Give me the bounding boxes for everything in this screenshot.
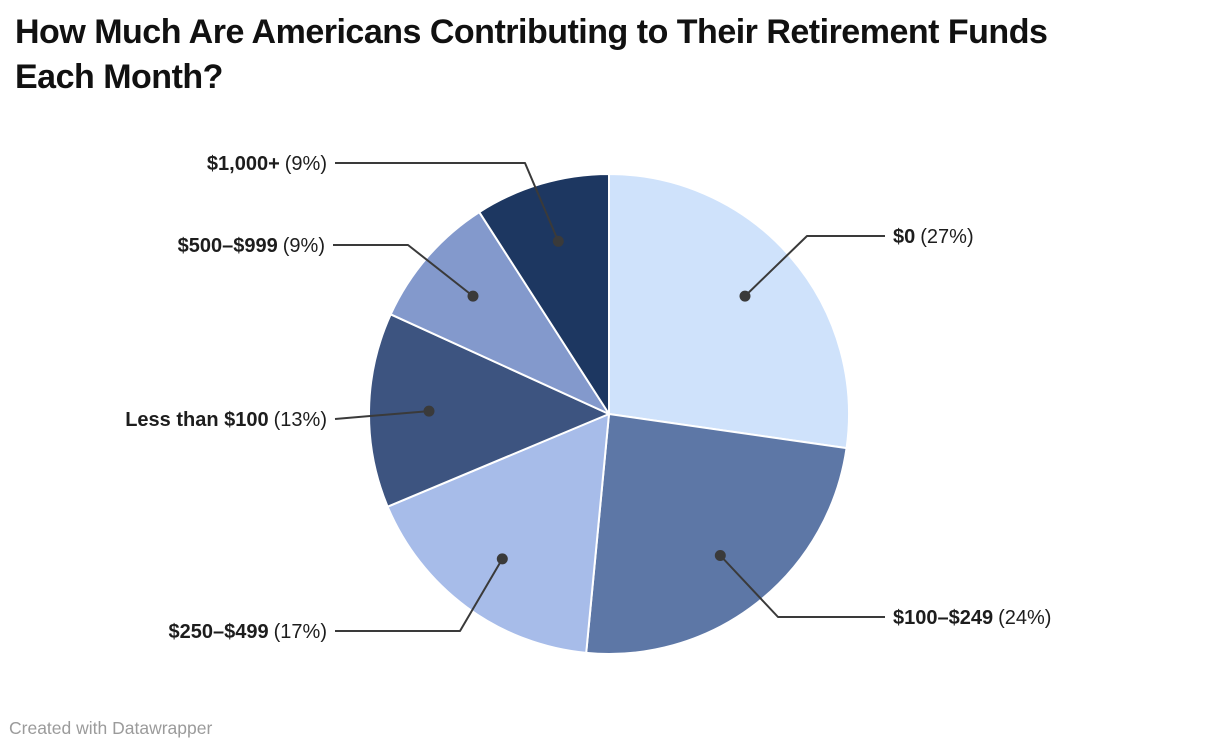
pie-slice-4 [389, 211, 610, 415]
leader-dot-0 [739, 290, 751, 302]
slice-label-text: $1,000+ [207, 153, 280, 175]
leader-dot-2 [496, 553, 508, 565]
pie-slice-3 [368, 313, 610, 508]
slice-label-text: $100–$249 [893, 607, 993, 629]
footer-credit-link[interactable]: Created with Datawrapper [9, 718, 213, 738]
slice-label-pct: (13%) [274, 409, 327, 431]
pie-slice-5 [478, 173, 610, 415]
slice-label-text: $500–$999 [178, 235, 278, 257]
leader-line-4 [333, 244, 474, 297]
leader-line-0 [744, 235, 885, 297]
pie-slice-0 [608, 173, 850, 450]
leader-line-3 [334, 410, 430, 420]
slice-label-0: $0 (27%) [893, 226, 974, 248]
leader-dot-3 [423, 405, 435, 417]
leader-line-2 [335, 558, 504, 632]
slice-label-4: $500–$999 (9%) [178, 235, 325, 257]
slice-label-2: $250–$499 (17%) [169, 621, 327, 643]
chart-title: How Much Are Americans Contributing to T… [15, 13, 1048, 96]
slice-label-3: Less than $100 (13%) [125, 409, 327, 431]
slice-label-pct: (24%) [998, 607, 1051, 629]
slice-label-5: $1,000+ (9%) [207, 153, 327, 175]
leader-dot-1 [714, 550, 726, 561]
slice-label-1: $100–$249 (24%) [893, 607, 1051, 629]
slice-label-pct: (9%) [285, 153, 327, 175]
pie-slice-2 [386, 413, 610, 654]
slice-label-text: Less than $100 [125, 409, 268, 431]
leader-line-1 [719, 554, 885, 618]
slice-label-pct: (9%) [283, 235, 325, 257]
leader-line-5 [335, 162, 560, 242]
slice-label-text: $250–$499 [169, 621, 269, 643]
leader-dot-5 [552, 235, 564, 247]
slice-label-text: $0 [893, 226, 915, 248]
slice-label-pct: (27%) [920, 226, 973, 248]
slice-label-pct: (17%) [274, 621, 327, 643]
leader-dot-4 [467, 290, 479, 302]
pie-slice-1 [585, 413, 848, 655]
